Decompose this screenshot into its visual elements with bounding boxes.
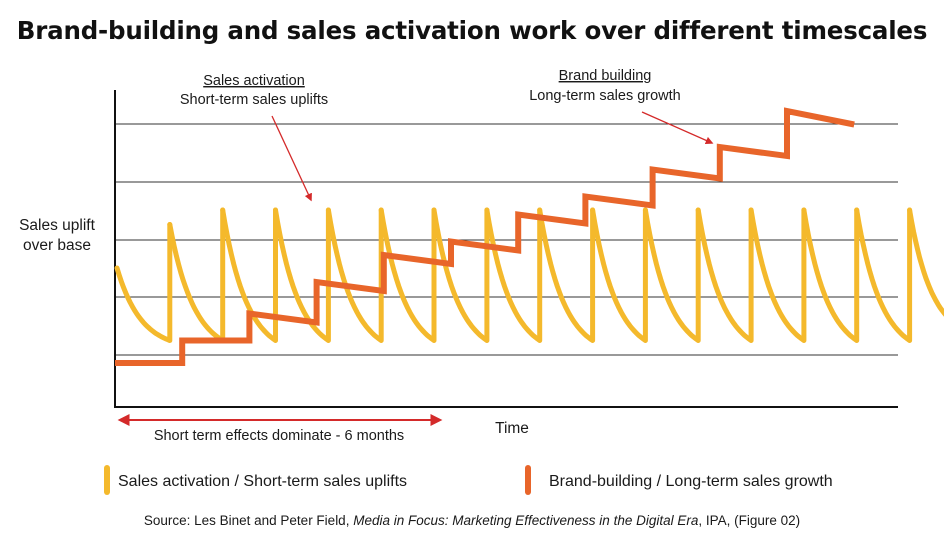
series-sales-activation <box>114 207 944 343</box>
sales-activation-pulse <box>273 207 331 343</box>
source-publication: Media in Focus: Marketing Effectiveness … <box>353 513 699 528</box>
sales-activation-pulse <box>801 207 860 343</box>
y-axis-label-line1: Sales uplift <box>19 217 96 234</box>
sales-activation-pulse <box>537 207 596 343</box>
legend-label-sales-activation: Sales activation / Short-term sales upli… <box>118 473 407 490</box>
timespan-label: Short term effects dominate - 6 months <box>154 428 404 444</box>
sales-activation-pulse <box>748 207 807 343</box>
sales-activation-pulse <box>167 207 226 343</box>
sales-activation-pulse <box>114 222 173 343</box>
sales-activation-pulse <box>220 207 278 343</box>
source-citation: Source: Les Binet and Peter Field, Media… <box>0 513 944 528</box>
sales-activation-pulse <box>431 207 490 343</box>
y-axis-label-line2: over base <box>23 237 91 254</box>
annotation-arrow-brand-building <box>641 111 714 145</box>
sales-activation-pulse <box>325 207 384 343</box>
brand-building-line <box>115 107 855 366</box>
legend-label-brand-building: Brand-building / Long-term sales growth <box>549 473 833 490</box>
x-axis-label: Time <box>495 420 529 437</box>
sales-activation-pulse <box>642 207 701 343</box>
source-prefix: Source: Les Binet and Peter Field, <box>143 513 354 528</box>
annotation-arrow-sales-activation <box>271 115 312 202</box>
annotation-sales-activation-text: Short-term sales uplifts <box>180 92 328 108</box>
annotation-sales-activation-heading: Sales activation <box>203 73 305 89</box>
legend: Sales activation / Short-term sales upli… <box>104 465 833 495</box>
sales-activation-pulse <box>378 207 437 343</box>
annotation-brand-building-text: Long-term sales growth <box>529 88 681 104</box>
annotation-brand-building-heading: Brand building <box>559 68 652 84</box>
sales-activation-pulse <box>695 207 754 343</box>
sales-activation-pulse <box>854 207 913 343</box>
sales-activation-pulse <box>484 207 543 343</box>
source-suffix: , IPA, (Figure 02) <box>698 513 801 528</box>
chart-title: Brand-building and sales activation work… <box>16 16 928 45</box>
sales-activation-pulse <box>590 207 648 343</box>
grid-lines <box>115 123 898 356</box>
series-brand-building <box>115 107 855 366</box>
sales-activation-pulse <box>907 207 944 317</box>
